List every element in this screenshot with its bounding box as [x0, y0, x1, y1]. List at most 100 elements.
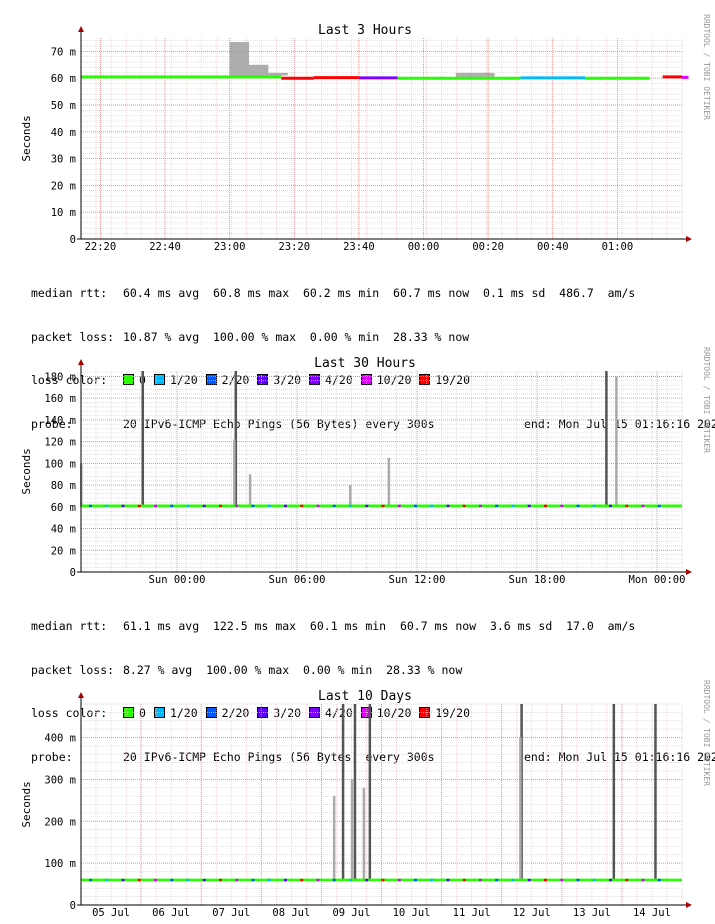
y-tick-label: 30 m	[51, 154, 76, 166]
smoke-spike	[341, 704, 345, 880]
loss-marker	[609, 504, 612, 508]
loss-marker	[300, 504, 304, 508]
loss-marker	[495, 504, 499, 508]
smoke-spike	[233, 439, 236, 507]
x-tick-label: 23:40	[343, 241, 375, 253]
x-tick-label: 11 Jul	[453, 907, 491, 919]
loss-marker	[479, 504, 482, 508]
loss-marker	[349, 504, 352, 508]
loss-marker	[657, 878, 661, 882]
loss-marker	[544, 504, 547, 508]
x-axis-arrow	[686, 236, 692, 242]
graph-last-30-hours: Last 30 Hours Seconds RRDTOOL / TOBI OETIK…	[0, 333, 715, 589]
legend-label: 0	[139, 706, 146, 720]
median-rtt-label: median rtt:	[31, 286, 108, 300]
smoke-band	[268, 72, 288, 76]
graph-last-10-days: Last 10 Days Seconds RRDTOOL / TOBI OETIKE…	[0, 666, 715, 924]
legend-entry: 3/20	[257, 373, 301, 388]
y-tick-label: 0	[70, 567, 76, 579]
y-tick-label: 100 m	[44, 858, 76, 870]
median-rtt-values: 60.4 ms avg 60.8 ms max 60.2 ms min 60.7…	[123, 286, 636, 300]
x-tick-label: Mon 00:00	[629, 574, 686, 586]
x-tick-label: 00:00	[408, 241, 440, 253]
y-tick-label: 0	[70, 900, 76, 912]
loss-marker	[300, 878, 304, 882]
loss-marker	[219, 878, 222, 882]
loss-marker	[381, 504, 385, 508]
loss-marker	[560, 504, 564, 508]
smoke-spike	[612, 704, 616, 880]
loss-marker	[625, 878, 629, 882]
smoke-spike	[234, 371, 238, 507]
probe-label: probe:	[31, 749, 73, 764]
loss-marker	[349, 878, 352, 882]
smoke-spike	[332, 796, 336, 880]
loss-marker	[154, 504, 157, 508]
loss-marker	[219, 504, 222, 508]
loss-marker	[251, 504, 255, 508]
loss-marker	[527, 504, 531, 508]
x-tick-label: 14 Jul	[633, 907, 671, 919]
loss-color-label: loss color:	[31, 373, 108, 387]
smoke-spike	[362, 787, 366, 880]
smoke-spike	[350, 779, 354, 880]
y-tick-label: 180 m	[44, 371, 76, 383]
y-axis-label: Seconds	[20, 115, 33, 161]
x-tick-label: 09 Jul	[332, 907, 370, 919]
x-tick-label: 22:40	[149, 241, 181, 253]
loss-marker	[186, 878, 190, 882]
loss-marker	[641, 878, 645, 882]
loss-marker	[170, 504, 174, 508]
smoke-spike	[605, 371, 608, 507]
smoke-band	[249, 64, 269, 76]
smoke-band	[455, 72, 476, 77]
y-axis-arrow	[78, 359, 84, 365]
loss-marker	[462, 504, 466, 508]
loss-marker	[397, 878, 401, 882]
legend-swatch	[419, 374, 431, 385]
loss-marker	[89, 878, 92, 882]
probe-label: probe:	[31, 416, 73, 431]
legend-swatch	[309, 374, 321, 385]
packet-loss-values: 8.27 % avg 100.00 % max 0.00 % min 28.33…	[123, 662, 463, 677]
legend-label: 3/20	[273, 373, 302, 387]
loss-marker	[284, 504, 287, 508]
x-tick-label: 23:00	[214, 241, 246, 253]
chart-title: Last 30 Hours	[314, 356, 416, 371]
y-axis-arrow	[78, 692, 84, 698]
rrdtool-watermark: RRDTOOL / TOBI OETIKER	[702, 347, 711, 453]
loss-marker	[365, 878, 369, 882]
smoke-band	[229, 42, 250, 76]
legend-label: 10/20	[376, 706, 412, 720]
median-rtt-values: 61.1 ms avg 122.5 ms max 60.1 ms min 60.…	[123, 619, 636, 633]
smoke-spike	[387, 457, 391, 507]
loss-marker	[316, 878, 320, 882]
chart-title: Last 3 Hours	[318, 23, 412, 38]
loss-marker	[186, 504, 190, 508]
y-tick-label: 70 m	[51, 46, 76, 58]
loss-marker	[267, 878, 271, 882]
loss-marker	[235, 878, 239, 882]
loss-marker	[89, 504, 92, 508]
packet-loss-values: 10.87 % avg 100.00 % max 0.00 % min 28.3…	[123, 329, 470, 344]
x-tick-label: 00:40	[537, 241, 569, 253]
loss-marker	[430, 504, 434, 508]
loss-marker	[202, 878, 206, 882]
smoke-spike	[141, 371, 145, 507]
x-tick-label: 10 Jul	[393, 907, 431, 919]
x-tick-label: Sun 00:00	[149, 574, 206, 586]
loss-marker	[479, 878, 482, 882]
x-tick-label: Sun 12:00	[389, 574, 446, 586]
loss-marker	[235, 504, 239, 508]
chart-last-3-hours: Last 3 Hours Seconds RRDTOOL / TOBI OETIKE…	[20, 14, 711, 253]
x-tick-label: 05 Jul	[92, 907, 130, 919]
loss-marker	[592, 504, 596, 508]
loss-marker	[381, 878, 385, 882]
loss-marker	[267, 504, 271, 508]
rrdtool-watermark: RRDTOOL / TOBI OETIKER	[702, 14, 711, 120]
y-tick-label: 80 m	[51, 480, 76, 492]
x-tick-label: 22:20	[85, 241, 117, 253]
y-tick-label: 20 m	[51, 545, 76, 557]
median-rtt-label: median rtt:	[31, 619, 108, 633]
smoke-spike	[349, 485, 352, 507]
